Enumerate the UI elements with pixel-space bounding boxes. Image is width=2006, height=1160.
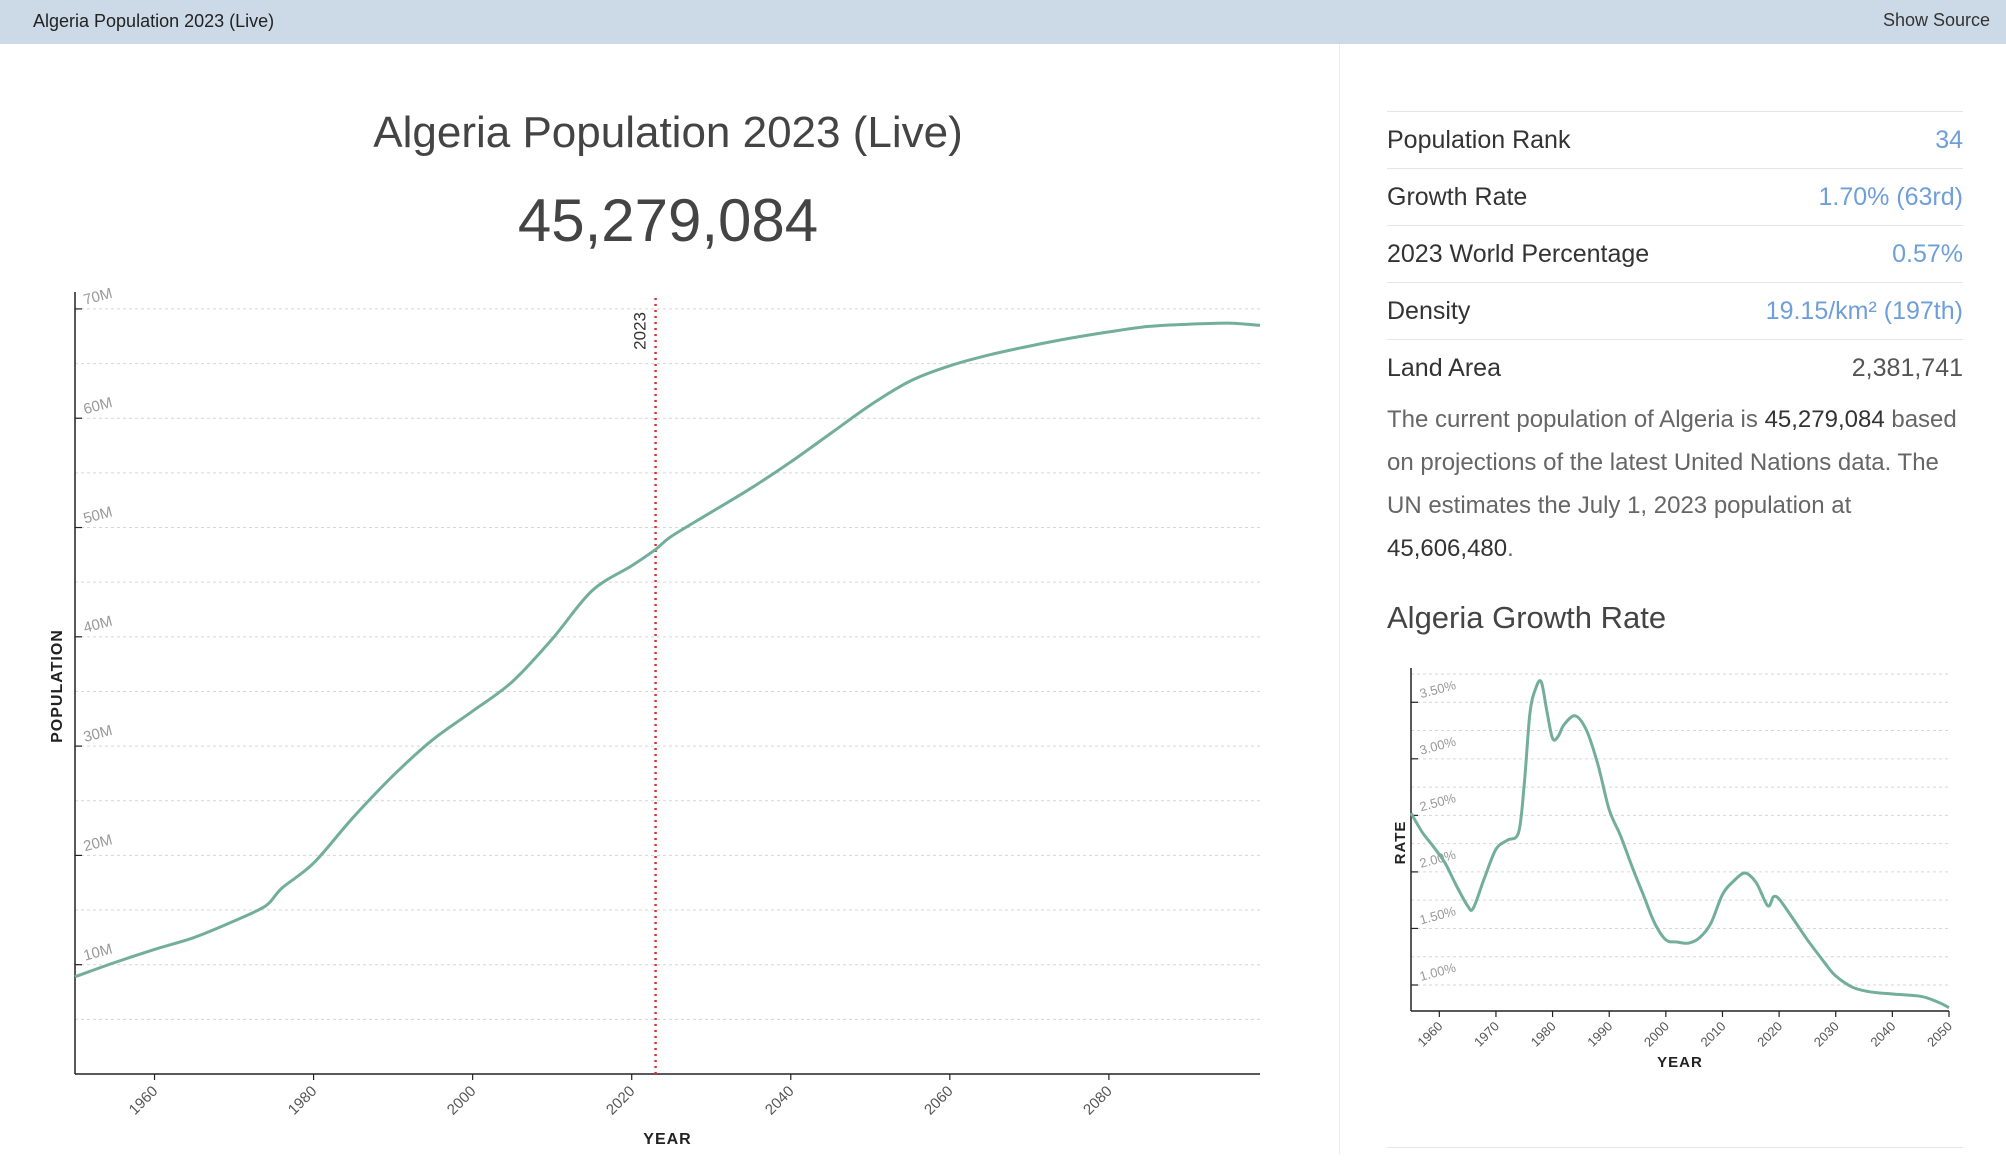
x-tick-label: 2040 <box>762 1083 798 1119</box>
density-link[interactable]: 19.15/km² (197th) <box>1765 296 1963 325</box>
growth-rate-chart: 1.00%1.50%2.00%2.50%3.00%3.50%1960 1970 19… <box>1392 668 1955 1071</box>
x-tick-label: 1960 <box>126 1083 162 1119</box>
x-tick-label: 1990 <box>1584 1019 1615 1050</box>
population-rank-link[interactable]: 34 <box>1935 125 1963 154</box>
y-tick-label: 2.50% <box>1418 790 1458 814</box>
x-tick-label: 1960 <box>1414 1019 1445 1050</box>
population-series-line <box>1409 679 1950 1009</box>
x-tick-label: 1970 <box>1471 1019 1502 1050</box>
y-tick-label: 30M <box>82 722 115 746</box>
x-axis-label: YEAR <box>643 1131 691 1148</box>
x-tick-label: 1980 <box>285 1083 321 1119</box>
land-area-value: 2,381,741 <box>1851 353 1963 382</box>
section-divider <box>1387 1147 1963 1148</box>
show-source-button[interactable]: Show Source <box>1882 10 1990 30</box>
stat-label: 2023 World Percentage <box>1387 239 1650 268</box>
x-tick-label: 2020 <box>603 1083 639 1119</box>
description-text: based on projections of the latest Unite… <box>1387 406 1957 519</box>
stat-label: Land Area <box>1387 353 1501 382</box>
growth-rate-heading: Algeria Growth Rate <box>1387 600 1667 635</box>
y-tick-label: 3.00% <box>1418 734 1458 758</box>
y-tick-label: 50M <box>82 503 115 527</box>
stat-row-growth-rate: Growth Rate 1.70% (63rd) <box>1387 168 1963 225</box>
x-tick-label: 2000 <box>444 1083 480 1119</box>
current-year-marker-label: 2023 <box>631 312 650 350</box>
stat-row-density: Density 19.15/km² (197th) <box>1387 282 1963 339</box>
un-estimate: 45,606,480 <box>1387 535 1508 562</box>
y-tick-label: 1.50% <box>1418 903 1458 927</box>
stat-label: Population Rank <box>1387 125 1571 154</box>
stat-label: Growth Rate <box>1387 182 1528 211</box>
stats-table: Population Rank 34 Growth Rate 1.70% (63… <box>1387 111 1963 396</box>
x-tick-label: 2000 <box>1641 1019 1672 1050</box>
y-tick-label: 3.50% <box>1418 677 1458 701</box>
y-tick-label: 40M <box>82 613 115 637</box>
stat-row-world-percentage: 2023 World Percentage 0.57% <box>1387 225 1963 282</box>
x-tick-label: 2060 <box>921 1083 957 1119</box>
x-tick-label: 2040 <box>1867 1019 1898 1050</box>
population-chart: 10M 20M 30M 40M 50M 60M 70M 1960 1980 2000 2020 204… <box>49 285 1261 1148</box>
x-tick-label: 1980 <box>1528 1019 1559 1050</box>
topbar-title: Algeria Population 2023 (Live) <box>33 11 275 31</box>
world-percentage-link[interactable]: 0.57% <box>1892 239 1963 268</box>
growth-rate-link[interactable]: 1.70% (63rd) <box>1818 182 1963 211</box>
x-tick-label: 2050 <box>1924 1019 1955 1050</box>
y-tick-label: 1.00% <box>1418 960 1458 984</box>
x-tick-label: 2080 <box>1080 1083 1116 1119</box>
y-axis-label: POPULATION <box>49 629 66 743</box>
population-series-line <box>74 321 1261 979</box>
y-tick-label: 10M <box>82 941 115 965</box>
y-tick-label: 60M <box>82 394 115 418</box>
live-population-counter: 45,279,084 <box>517 187 819 254</box>
column-divider <box>1339 44 1340 1154</box>
stat-row-land-area: Land Area 2,381,741 <box>1387 339 1963 396</box>
x-tick-label: 2030 <box>1811 1019 1842 1050</box>
y-axis-label: RATE <box>1392 821 1409 865</box>
population-description: The current population of Algeria is 45,… <box>1387 398 1967 570</box>
y-tick-label: 70M <box>82 285 115 309</box>
x-axis-label: YEAR <box>1657 1054 1703 1071</box>
stat-label: Density <box>1387 296 1471 325</box>
description-text: . <box>1507 535 1514 562</box>
stat-row-population-rank: Population Rank 34 <box>1387 111 1963 168</box>
y-tick-label: 20M <box>82 831 115 855</box>
description-text: The current population of Algeria is <box>1387 406 1765 433</box>
top-bar: Algeria Population 2023 (Live) Show Sour… <box>0 0 2006 44</box>
x-tick-label: 2010 <box>1698 1019 1729 1050</box>
current-population: 45,279,084 <box>1764 406 1885 433</box>
page-title: Algeria Population 2023 (Live) <box>373 108 963 157</box>
x-tick-label: 2020 <box>1754 1019 1785 1050</box>
